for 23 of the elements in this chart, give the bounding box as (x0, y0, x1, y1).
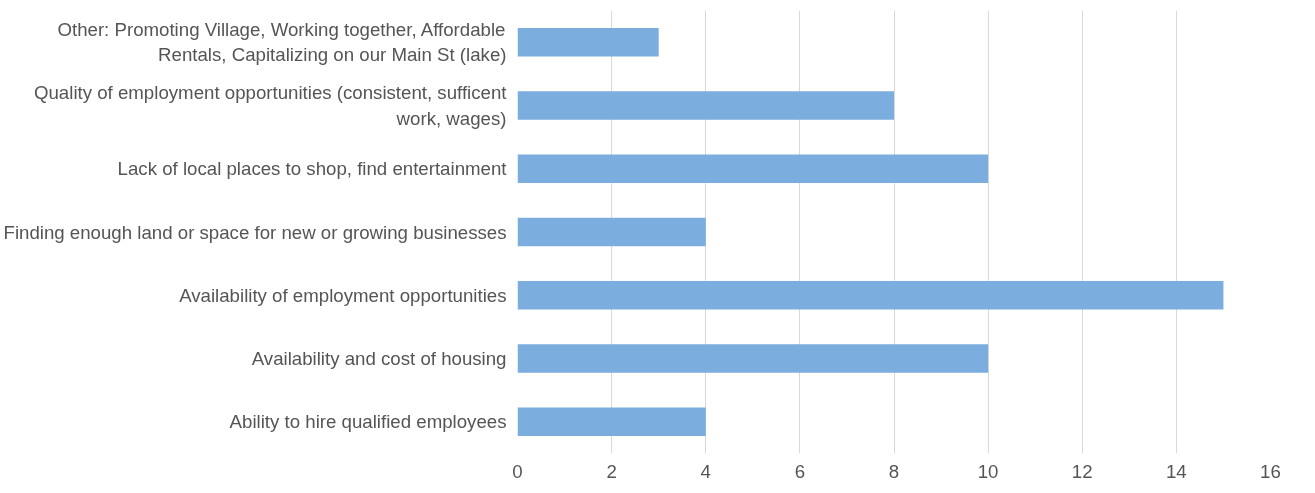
x-tick-label: 2 (606, 460, 617, 482)
x-tick-label: 12 (1071, 460, 1093, 482)
bar (517, 217, 706, 247)
x-tick-label: 16 (1260, 460, 1281, 482)
bar (517, 27, 659, 57)
x-tick-label: 14 (1166, 460, 1187, 482)
y-tick-label: Quality of employment opportunities (consistent, sufficent work, wages) (33, 82, 508, 129)
x-tick-label: 6 (794, 460, 806, 482)
y-tick-label: Lack of local places to shop, find entertainment (117, 158, 508, 180)
x-tick-label: 4 (700, 460, 711, 482)
x-tick-label: 0 (512, 460, 523, 482)
y-tick-label: Ability to hire qualified employees (229, 411, 507, 433)
y-tick-label: Other: Promoting Village, Working together, Affordable Rentals, Capitalizing on our Main St (lake) (57, 19, 507, 66)
bar (517, 154, 989, 183)
bar (517, 344, 989, 373)
bar (517, 91, 894, 120)
y-tick-label: Availability of employment opportunities (179, 284, 507, 306)
bar (517, 407, 706, 437)
bar (517, 281, 1224, 310)
x-tick-label: 10 (977, 460, 999, 482)
x-tick-label: 8 (888, 460, 900, 482)
y-tick-label: Availability and cost of housing (251, 348, 507, 370)
y-tick-label: Finding enough land or space for new or growing businesses (3, 221, 507, 243)
